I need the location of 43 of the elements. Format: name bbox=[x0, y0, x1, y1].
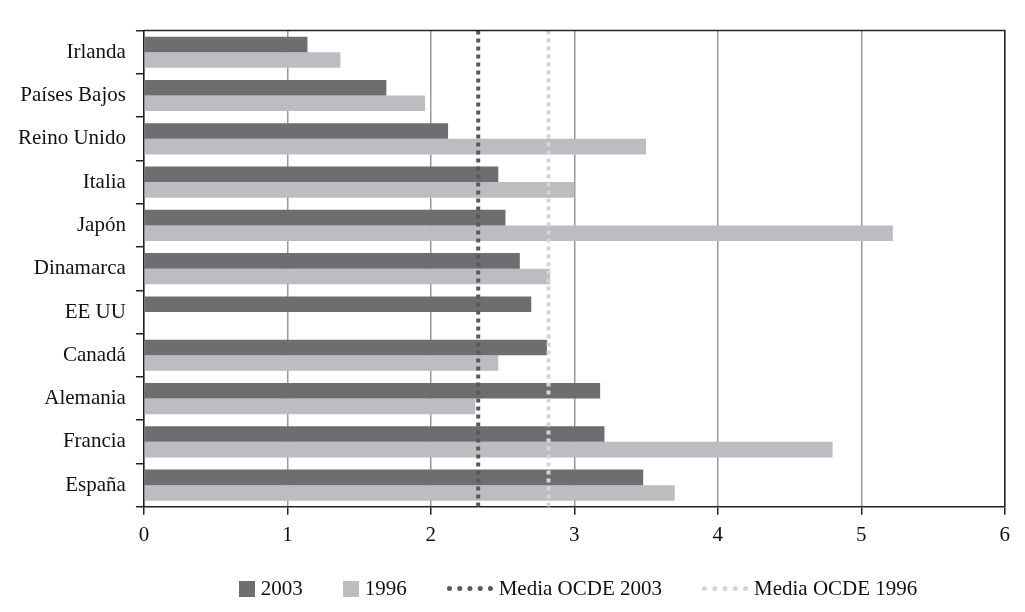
legend-label: 2003 bbox=[260, 576, 303, 601]
bar bbox=[144, 485, 675, 501]
legend-label: 1996 bbox=[364, 576, 407, 601]
x-tick-label: 5 bbox=[856, 521, 867, 546]
bar bbox=[144, 138, 647, 155]
y-tick-label: Dinamarca bbox=[33, 255, 127, 280]
bar bbox=[144, 355, 499, 371]
y-tick-label: Japón bbox=[76, 211, 127, 236]
bar bbox=[144, 166, 499, 183]
bar bbox=[144, 398, 476, 415]
bar bbox=[144, 441, 833, 458]
bar bbox=[144, 296, 532, 312]
bar bbox=[144, 339, 548, 356]
y-tick-label: España bbox=[65, 471, 127, 496]
bar bbox=[144, 123, 449, 139]
bar bbox=[144, 426, 605, 442]
y-tick-label: Francia bbox=[62, 428, 127, 453]
bar bbox=[144, 182, 575, 198]
x-tick-label: 2 bbox=[425, 521, 437, 546]
x-tick-label: 4 bbox=[712, 521, 724, 546]
bar bbox=[144, 382, 601, 399]
bar bbox=[144, 469, 644, 486]
bar bbox=[144, 79, 387, 96]
bar bbox=[144, 268, 550, 285]
y-tick-label: Reino Unido bbox=[17, 125, 126, 150]
y-tick-label: Alemania bbox=[44, 385, 127, 410]
legend-label: Media OCDE 2003 bbox=[498, 576, 662, 601]
legend-label: Media OCDE 1996 bbox=[754, 576, 918, 601]
bar bbox=[144, 52, 341, 68]
y-tick-label: Países Bajos bbox=[20, 82, 126, 107]
y-tick-label: Irlanda bbox=[66, 38, 127, 63]
x-tick-label: 3 bbox=[569, 521, 580, 546]
y-tick-label: Italia bbox=[82, 168, 127, 193]
x-tick-label: 0 bbox=[138, 521, 150, 546]
x-tick-label: 1 bbox=[282, 521, 293, 546]
bar bbox=[144, 95, 426, 112]
x-tick-label: 6 bbox=[999, 521, 1010, 546]
bar bbox=[144, 36, 308, 53]
bar bbox=[144, 209, 506, 226]
y-tick-label: EE UU bbox=[64, 298, 126, 323]
y-tick-label: Canadá bbox=[62, 341, 127, 366]
bar bbox=[144, 225, 893, 241]
bar bbox=[144, 253, 520, 269]
